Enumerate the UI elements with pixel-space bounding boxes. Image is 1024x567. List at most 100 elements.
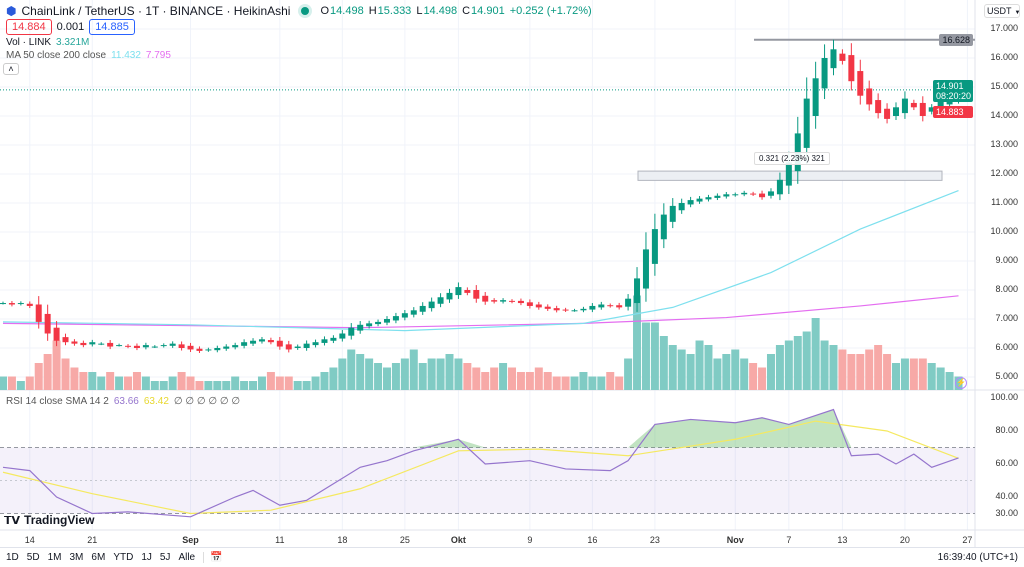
volume-bar bbox=[266, 372, 275, 390]
symbol-legend: ⬢ ChainLink / TetherUS · 1T · BINANCE · … bbox=[6, 4, 592, 18]
low-value: 14.498 bbox=[423, 5, 458, 17]
price-axis-label: 6.000 bbox=[995, 342, 1018, 352]
clock-time[interactable]: 16:39:40 (UTC+1) bbox=[937, 552, 1018, 563]
period-1j[interactable]: 1J bbox=[141, 552, 152, 563]
date-axis-label: 9 bbox=[527, 535, 533, 545]
volume-bar bbox=[552, 376, 561, 390]
volume-bar bbox=[249, 381, 258, 390]
period-1d[interactable]: 1D bbox=[6, 552, 19, 563]
candle-body bbox=[580, 308, 587, 311]
volume-bar bbox=[686, 354, 695, 390]
volume-bar bbox=[677, 349, 686, 390]
candle-body bbox=[178, 344, 185, 348]
candle-body bbox=[884, 108, 891, 119]
candle-body bbox=[687, 200, 694, 205]
rsi-legend-label[interactable]: RSI 14 close SMA 14 2 bbox=[6, 396, 109, 407]
period-1m[interactable]: 1M bbox=[47, 552, 62, 563]
volume-bar bbox=[543, 372, 552, 390]
volume-bar bbox=[740, 358, 749, 390]
tradingview-logo[interactable]: 𝗧𝗩 TradingView bbox=[4, 513, 95, 527]
go-to-realtime-button[interactable]: ⚡ bbox=[955, 377, 967, 389]
candle-body bbox=[473, 290, 480, 299]
candle-body bbox=[116, 345, 123, 347]
volume-bar bbox=[704, 345, 713, 390]
candle-body bbox=[839, 53, 846, 61]
candle-body bbox=[759, 193, 766, 198]
candle-body bbox=[348, 327, 355, 336]
symbol-title[interactable]: ChainLink / TetherUS · 1T · BINANCE · He… bbox=[21, 4, 291, 18]
candle-body bbox=[303, 343, 310, 348]
candle-body bbox=[258, 339, 265, 342]
period-3m[interactable]: 3M bbox=[69, 552, 84, 563]
candle-body bbox=[330, 337, 337, 341]
volume-bar bbox=[150, 381, 159, 390]
date-axis-label: 25 bbox=[399, 535, 410, 545]
volume-bar bbox=[534, 367, 543, 390]
candle-body bbox=[598, 304, 605, 308]
volume-legend-label[interactable]: Vol · LINK bbox=[6, 37, 52, 48]
volume-bar bbox=[499, 363, 508, 390]
open-label: O bbox=[320, 5, 330, 17]
volume-bar bbox=[436, 358, 445, 390]
collapse-legend-button[interactable]: ˄ bbox=[3, 63, 19, 75]
period-5j[interactable]: 5J bbox=[159, 552, 171, 563]
date-axis-label: 16 bbox=[587, 535, 598, 545]
date-range-calendar-icon[interactable]: 📅 bbox=[203, 552, 223, 563]
currency-label: USDT bbox=[987, 6, 1012, 16]
price-axis-label: 10.000 bbox=[990, 226, 1018, 236]
candle-body bbox=[446, 292, 453, 300]
volume-bar bbox=[606, 372, 615, 390]
price-axis-label: 5.000 bbox=[995, 371, 1018, 381]
currency-select[interactable]: USDT ▼ bbox=[984, 4, 1020, 18]
candle-body bbox=[714, 195, 721, 198]
volume-bar bbox=[61, 358, 70, 390]
candle-body bbox=[321, 339, 328, 343]
volume-bar bbox=[659, 336, 668, 390]
volume-bar bbox=[213, 381, 222, 390]
period-ytd[interactable]: YTD bbox=[113, 552, 134, 563]
high-label: H bbox=[368, 5, 377, 17]
candle-body bbox=[205, 349, 212, 351]
candle-body bbox=[785, 162, 792, 186]
candle-body bbox=[696, 198, 703, 202]
high-line-price-tag: 16.628 bbox=[939, 34, 973, 46]
volume-bar bbox=[427, 358, 436, 390]
volume-bar bbox=[775, 345, 784, 390]
volume-bar bbox=[615, 376, 624, 390]
close-value: 14.901 bbox=[471, 5, 505, 17]
candle-body bbox=[62, 337, 69, 343]
candle-body bbox=[383, 319, 390, 323]
volume-bar bbox=[793, 336, 802, 390]
period-6m[interactable]: 6M bbox=[91, 552, 106, 563]
period-all[interactable]: Alle bbox=[178, 552, 196, 563]
volume-bar bbox=[106, 372, 115, 390]
chevron-down-icon: ▼ bbox=[1014, 10, 1021, 16]
sell-button[interactable]: 14.884 bbox=[6, 19, 52, 35]
volume-bar bbox=[597, 376, 606, 390]
volume-bar bbox=[525, 372, 534, 390]
chevron-up-icon: ˄ bbox=[8, 64, 14, 74]
candle-body bbox=[196, 348, 203, 351]
candle-body bbox=[142, 345, 149, 348]
price-axis-label: 12.000 bbox=[990, 168, 1018, 178]
candle-body bbox=[660, 214, 667, 240]
candle-body bbox=[294, 346, 301, 348]
candle-body bbox=[375, 321, 382, 325]
buy-button[interactable]: 14.885 bbox=[89, 19, 135, 35]
candle-body bbox=[491, 300, 498, 302]
rsi-axis-label: 30.00 bbox=[995, 507, 1018, 518]
price-chart[interactable] bbox=[0, 0, 1024, 547]
ma-legend-label[interactable]: MA 50 close 200 close bbox=[6, 50, 107, 61]
date-axis-label: 7 bbox=[786, 535, 792, 545]
volume-bar bbox=[838, 349, 847, 390]
volume-bar bbox=[79, 372, 88, 390]
volume-bar bbox=[338, 358, 347, 390]
candle-body bbox=[482, 295, 489, 302]
candle-body bbox=[821, 58, 828, 89]
volume-bar bbox=[463, 363, 472, 390]
volume-bar bbox=[52, 340, 61, 390]
volume-bar bbox=[177, 372, 186, 390]
candle-body bbox=[553, 308, 560, 311]
candle-body bbox=[392, 316, 399, 321]
period-5d[interactable]: 5D bbox=[26, 552, 40, 563]
